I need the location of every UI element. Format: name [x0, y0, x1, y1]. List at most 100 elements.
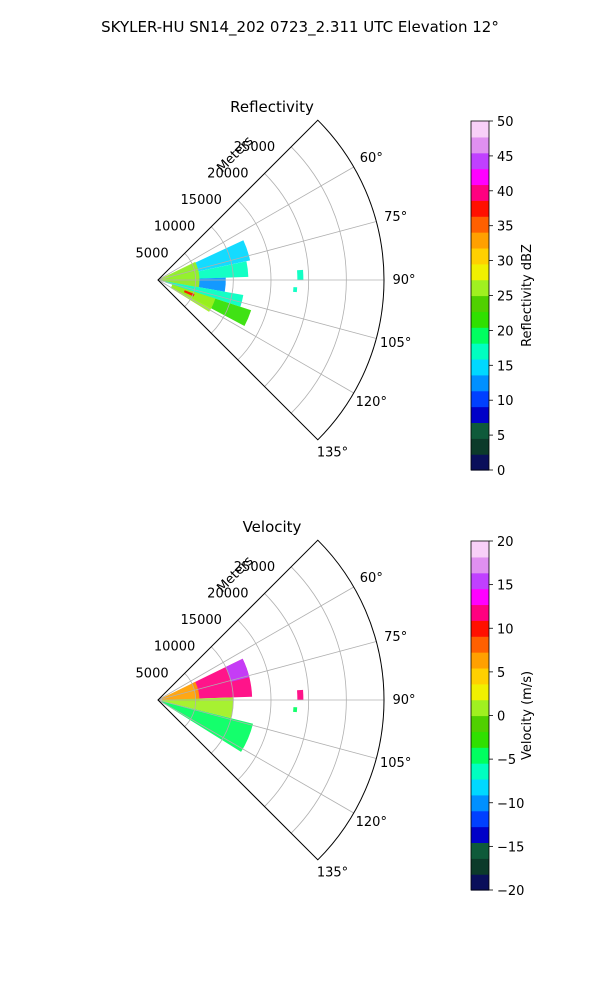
data-cell [225, 658, 250, 682]
azimuth-gridline [157, 586, 354, 701]
colorbar-tick-label: 5 [497, 666, 505, 681]
data-cell [170, 284, 216, 312]
colorbar-tick-label: −15 [497, 840, 524, 855]
colorbar-swatch [471, 858, 489, 875]
data-layer [161, 658, 304, 752]
colorbar-tick-label: 5 [497, 429, 505, 444]
colorbar-swatch [471, 454, 489, 471]
colorbar-swatch [471, 121, 489, 138]
azimuth-tick-label: 90° [392, 273, 415, 288]
colorbar-swatch [471, 699, 489, 717]
azimuth-tick-label: 60° [360, 571, 383, 586]
colorbar-swatch [471, 216, 489, 233]
data-cell [161, 700, 254, 752]
colorbar-tick-label: 45 [497, 150, 514, 165]
azimuth-gridline [157, 699, 354, 814]
colorbar-tick-label: 10 [497, 394, 514, 409]
colorbar-swatch [471, 715, 489, 732]
colorbar-swatch [471, 152, 489, 170]
radial-tick-label: 10000 [154, 640, 195, 655]
data-cell [183, 290, 195, 297]
colorbar-label: Reflectivity dBZ [520, 244, 535, 347]
colorbar-tick-label: 40 [497, 185, 514, 200]
azimuth-tick-label: 120° [356, 815, 387, 830]
colorbar-swatch [471, 810, 489, 828]
colorbar-swatch [471, 311, 489, 328]
colorbar: −20 −15 −10 −5 0 5 10 15 20 Velocity (m/s) [470, 535, 535, 899]
radial-tick-label: 20000 [207, 586, 248, 601]
colorbar-swatch [471, 604, 489, 621]
colorbar-tick-label: 15 [497, 579, 514, 594]
colorbar-swatch [471, 747, 489, 764]
azimuth-tick-label: 105° [380, 756, 411, 771]
colorbar-swatch [471, 763, 489, 780]
colorbar-swatch [471, 794, 489, 812]
data-cell [161, 681, 200, 702]
colorbar-tick-label: 30 [497, 255, 514, 270]
colorbar-swatch [471, 406, 489, 424]
azimuth-gridline [157, 279, 354, 394]
data-cell [297, 269, 304, 280]
colorbar-swatch [471, 541, 489, 558]
radial-tick-label: 25000 [234, 560, 275, 575]
panel-title: Velocity [243, 518, 302, 536]
colorbar-swatch [471, 295, 489, 312]
colorbar-swatch [471, 652, 489, 669]
colorbar-swatch [471, 826, 489, 844]
azimuth-gridline [157, 221, 377, 281]
azimuth-gridline [157, 641, 377, 701]
colorbar-swatch [471, 263, 489, 281]
colorbar-tick-label: 0 [497, 710, 505, 725]
colorbar-swatch [471, 327, 489, 344]
colorbar-swatch [471, 620, 489, 637]
azimuth-tick-label: 135° [317, 446, 348, 461]
radial-tick-label: 25000 [234, 140, 275, 155]
radial-tick-label: 15000 [181, 613, 222, 628]
colorbar-swatch [471, 588, 489, 606]
azimuth-gridline [157, 279, 377, 339]
colorbar-swatch [471, 200, 489, 217]
radial-tick-label: 10000 [154, 220, 195, 235]
colorbar-swatch [471, 184, 489, 201]
colorbar-tick-label: −20 [497, 884, 524, 899]
colorbar-tick-label: 25 [497, 290, 514, 305]
figure-title: SKYLER-HU SN14_202 0723_2.311 UTC Elevat… [101, 18, 499, 37]
data-cell [293, 287, 298, 293]
colorbar-swatch [471, 247, 489, 265]
colorbar-swatch [471, 556, 489, 574]
data-cell [161, 697, 234, 719]
colorbar: 0 5 10 15 20 25 30 35 40 45 50 Reflectivity dBZ [470, 115, 535, 479]
colorbar-tick-label: 20 [497, 535, 514, 550]
colorbar-swatch [471, 232, 489, 249]
colorbar-swatch [471, 683, 489, 701]
azimuth-tick-label: 60° [360, 151, 383, 166]
colorbar-swatch [471, 572, 489, 590]
polar-panel-reflectivity: Reflectivity500010000150002000025000Mete… [136, 98, 535, 479]
colorbar-tick-label: 0 [497, 464, 505, 479]
azimuth-gridline [157, 699, 377, 759]
colorbar-swatch [471, 438, 489, 455]
azimuth-tick-label: 105° [380, 336, 411, 351]
colorbar-swatch [471, 778, 489, 796]
azimuth-tick-label: 120° [356, 395, 387, 410]
radial-tick-label: 5000 [136, 666, 169, 681]
colorbar-tick-label: −10 [497, 797, 524, 812]
colorbar-swatch [471, 422, 489, 439]
colorbar-swatch [471, 374, 489, 392]
colorbar-tick-label: 50 [497, 115, 514, 130]
colorbar-swatch [471, 136, 489, 154]
colorbar-swatch [471, 390, 489, 408]
colorbar-label: Velocity (m/s) [520, 671, 535, 760]
colorbar-swatch [471, 343, 489, 360]
colorbar-tick-label: 15 [497, 359, 514, 374]
colorbar-swatch [471, 874, 489, 891]
colorbar-tick-label: −5 [497, 753, 516, 768]
colorbar-swatch [471, 667, 489, 685]
polar-frame [157, 539, 385, 861]
radial-tick-label: 20000 [207, 166, 248, 181]
radial-tick-label: 5000 [136, 246, 169, 261]
azimuth-gridline [157, 166, 354, 281]
colorbar-swatch [471, 358, 489, 376]
